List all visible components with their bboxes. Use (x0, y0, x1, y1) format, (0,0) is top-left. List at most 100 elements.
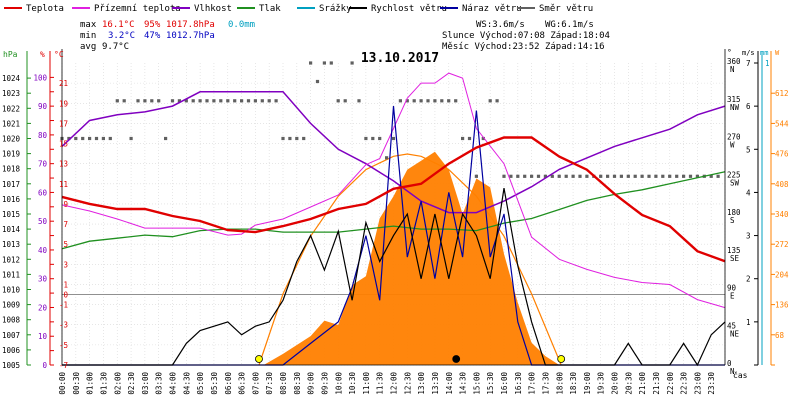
precip-tick-label: 1 (765, 59, 770, 68)
time-tick-label: 07:00 (251, 372, 260, 395)
stats-ws: WS:3.6m/s (476, 20, 525, 30)
time-tick-label: 21:00 (638, 372, 647, 395)
direction-point (564, 174, 568, 178)
direction-point (454, 99, 458, 103)
stats-min-press: 1012.7hPa (166, 31, 215, 41)
direction-point (433, 99, 437, 103)
pressure-tick-label: 1019 (2, 150, 20, 159)
direction-point (668, 174, 672, 178)
temperature-tick-label: 3 (63, 260, 68, 269)
time-tick-label: 20:30 (624, 372, 633, 395)
direction-point (136, 99, 140, 103)
direction-point (267, 99, 271, 103)
wind-tick-label: 6 (746, 102, 751, 111)
direction-point (322, 61, 326, 65)
direction-point (550, 174, 554, 178)
wind-tick-label: 4 (746, 188, 751, 197)
humidity-axis-unit: % (40, 50, 45, 59)
direction-point (495, 99, 499, 103)
direction-point (129, 136, 133, 141)
stats-max-press: 1017.8hPa (166, 20, 215, 30)
time-tick-label: 18:30 (569, 372, 578, 395)
time-tick-label: 00:30 (72, 372, 81, 395)
direction-point (661, 174, 665, 178)
direction-point (606, 174, 610, 178)
direction-point (474, 174, 478, 178)
sunset-marker (557, 355, 566, 363)
direction-point (440, 99, 444, 103)
pressure-tick-label: 1006 (2, 346, 21, 355)
stats-wg: WG:6.1m/s (545, 20, 594, 30)
direction-point (295, 136, 299, 141)
solar-axis-unit: W (775, 49, 780, 57)
pressure-tick-label: 1012 (2, 255, 20, 264)
pressure-tick-label: 1018 (2, 165, 21, 174)
pressure-tick-label: 1009 (2, 301, 20, 310)
direction-point (315, 79, 320, 84)
wind-tick-label: 7 (746, 59, 751, 68)
time-tick-label: 16:00 (500, 372, 509, 395)
direction-tick-degrees: 315 (727, 95, 741, 104)
time-tick-label: 06:00 (224, 372, 233, 395)
direction-point (412, 99, 416, 103)
direction-point (516, 174, 520, 178)
direction-point (530, 174, 534, 178)
temperature-tick-label: 7 (63, 220, 68, 229)
direction-point (184, 99, 188, 103)
wind-axis-unit: m/s (742, 49, 755, 57)
direction-point (350, 61, 354, 65)
direction-point (74, 136, 78, 141)
direction-point (378, 136, 382, 141)
direction-point (488, 99, 492, 103)
time-tick-label: 01:30 (99, 372, 108, 395)
direction-tick-compass: SW (730, 178, 740, 187)
legend-label-temperature: Teplota (26, 4, 64, 14)
legend-label-humidity: Vlhkost (194, 4, 232, 14)
direction-point (157, 99, 161, 103)
humidity-tick-label: 70 (38, 160, 48, 169)
time-tick-label: 14:30 (459, 372, 468, 395)
direction-tick-degrees: 135 (727, 246, 741, 255)
direction-point (233, 99, 237, 103)
stats-moon: Měsíc Východ:23:52 Západ:14:16 (442, 42, 605, 52)
time-tick-label: 12:30 (403, 372, 412, 395)
direction-point (599, 174, 603, 178)
temperature-tick-label: -5 (59, 341, 68, 350)
pressure-tick-label: 1023 (2, 89, 20, 98)
time-tick-label: 00:00 (58, 372, 67, 395)
time-tick-label: 23:30 (707, 372, 716, 395)
direction-point (281, 136, 285, 141)
time-tick-label: 08:30 (293, 372, 302, 395)
direction-point (447, 99, 451, 103)
legend-label-precip: Srážky (319, 4, 352, 14)
time-tick-label: 22:30 (680, 372, 689, 395)
direction-point (682, 174, 686, 178)
direction-point (640, 174, 644, 178)
pressure-axis-unit: hPa (3, 50, 18, 59)
direction-point (398, 99, 402, 103)
direction-tick-degrees: 0 (727, 359, 732, 368)
wind-tick-label: 2 (746, 275, 751, 284)
time-tick-label: 12:00 (390, 372, 399, 395)
temperature-tick-label: -1 (59, 301, 68, 310)
time-tick-label: 18:00 (555, 372, 564, 395)
time-tick-label: 11:30 (376, 372, 385, 395)
direction-point (101, 136, 105, 141)
time-tick-label: 09:00 (307, 372, 316, 395)
direction-point (108, 136, 112, 141)
humidity-tick-label: 100 (33, 73, 47, 82)
direction-point (94, 136, 99, 141)
direction-point (122, 99, 126, 103)
solar-tick-label: 544 (775, 119, 789, 128)
humidity-tick-label: 60 (38, 188, 48, 197)
direction-point (461, 136, 465, 141)
direction-tick-compass: NE (730, 329, 740, 338)
legend-label-pressure: Tlak (259, 4, 281, 14)
stats-block: max 16.1°C 95% 1017.8hPa 0.0mm min 3.2°C… (80, 20, 610, 52)
direction-point (288, 136, 292, 141)
direction-point (675, 174, 679, 178)
direction-tick-degrees: 360 (727, 57, 741, 66)
temperature-tick-label: -7 (59, 361, 68, 370)
time-tick-label: 13:00 (417, 372, 426, 395)
